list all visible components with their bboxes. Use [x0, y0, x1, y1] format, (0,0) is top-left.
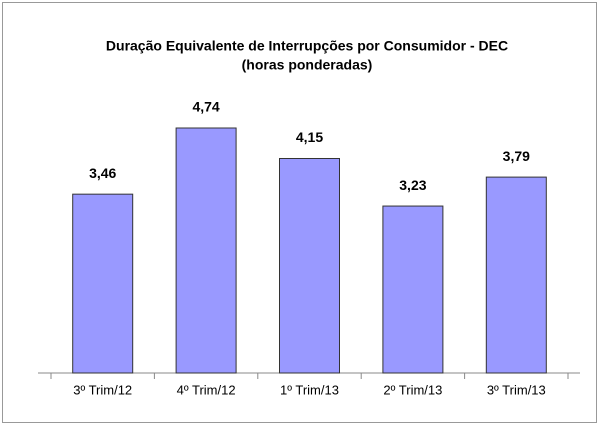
chart-subtitle: (horas ponderadas) [242, 57, 373, 73]
bar [72, 193, 134, 374]
value-label: 4,15 [296, 129, 323, 145]
x-tick-label: 3º Trim/13 [487, 382, 546, 397]
bar [279, 157, 340, 374]
bar [175, 127, 237, 374]
x-tick-label: 1º Trim/13 [280, 382, 339, 397]
chart-title: Duração Equivalente de Interrupções por … [106, 38, 508, 54]
x-tick-label: 4º Trim/12 [177, 382, 236, 397]
value-label: 3,79 [503, 148, 530, 164]
bar [485, 176, 547, 374]
value-label: 3,46 [89, 165, 116, 181]
bar [382, 205, 444, 374]
x-tick-label: 3º Trim/12 [73, 382, 132, 397]
x-tick-label: 2º Trim/13 [383, 382, 442, 397]
value-label: 3,23 [399, 177, 426, 193]
value-label: 4,74 [192, 99, 219, 115]
